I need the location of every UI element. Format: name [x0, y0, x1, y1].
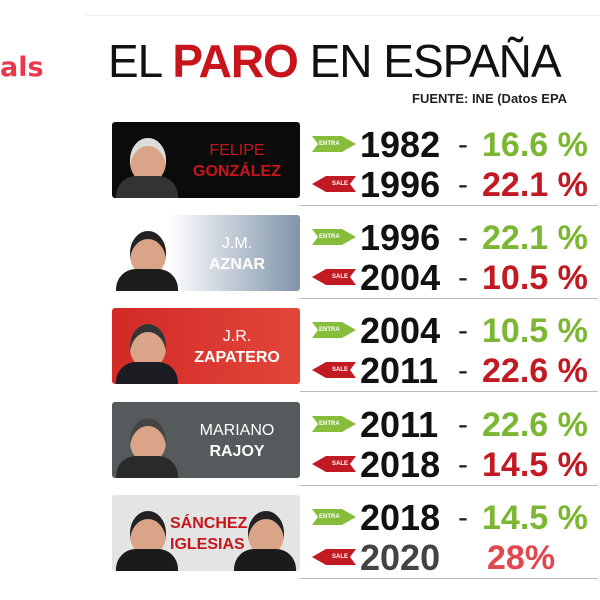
start-year: 2018: [360, 497, 441, 538]
start-rate: 22.1 %: [482, 219, 588, 257]
end-year: 2011: [360, 350, 439, 391]
exit-arrow-icon: SALE: [312, 174, 356, 194]
name-line-1: FELIPE: [209, 142, 265, 159]
end-rate: 14.5 %: [482, 446, 588, 484]
portrait: [116, 132, 178, 198]
president-panel: J.M. AZNAR: [112, 215, 300, 291]
title-highlight: PARO: [172, 35, 298, 87]
president-panel: FELIPE GONZÁLEZ: [112, 122, 300, 198]
enter-arrow-icon: ENTRA: [312, 507, 356, 527]
name-line-1: J.R.: [222, 328, 252, 345]
exit-arrow-icon: SALE: [312, 547, 356, 567]
dash: -: [458, 354, 468, 387]
name-line-2: AZNAR: [209, 256, 265, 273]
end-year: 2018: [360, 444, 441, 485]
row-divider: [300, 578, 598, 579]
exit-arrow-label: SALE: [332, 461, 349, 467]
name-line-1: SÁNCHEZ: [170, 515, 248, 532]
portrait: [116, 412, 178, 478]
start-rate: 16.6 %: [482, 126, 588, 164]
divider: [85, 15, 600, 16]
enter-arrow-label: ENTRA: [319, 514, 340, 520]
end-rate: 28%: [487, 539, 556, 577]
start-year: 2011: [360, 404, 439, 445]
portrait: [116, 225, 178, 291]
start-rate: 14.5 %: [482, 499, 588, 537]
term-row: J.R. ZAPATERO ENTRA SALE 2004 - 10.5 % 2…: [112, 308, 598, 392]
president-panel: MARIANO RAJOY: [112, 402, 300, 478]
row-divider: [300, 485, 598, 486]
dash: -: [458, 448, 468, 481]
end-year: 2020: [360, 537, 441, 578]
enter-arrow-label: ENTRA: [319, 141, 340, 147]
enter-arrow-label: ENTRA: [319, 234, 340, 240]
exit-arrow-label: SALE: [332, 181, 349, 187]
president-name: SÁNCHEZ IGLESIAS: [170, 513, 248, 555]
term-row: J.M. AZNAR ENTRA SALE 1996 - 22.1 % 2004…: [112, 215, 598, 299]
term-row: SÁNCHEZ IGLESIAS ENTRA SALE 2018 - 14.5 …: [112, 495, 598, 579]
title-post: EN ESPAÑA: [309, 35, 562, 87]
president-name: J.R. ZAPATERO: [178, 326, 296, 368]
end-year: 1996: [360, 164, 441, 205]
enter-arrow-icon: ENTRA: [312, 227, 356, 247]
end-rate: 22.1 %: [482, 166, 588, 204]
start-year: 2004: [360, 310, 441, 351]
start-year: 1982: [360, 124, 441, 165]
enter-arrow-icon: ENTRA: [312, 320, 356, 340]
president-name: MARIANO RAJOY: [178, 420, 296, 462]
row-divider: [300, 205, 598, 206]
exit-arrow-label: SALE: [332, 554, 349, 560]
enter-arrow-label: ENTRA: [319, 327, 340, 333]
portrait: [234, 505, 296, 571]
row-divider: [300, 298, 598, 299]
name-line-2: ZAPATERO: [194, 349, 280, 366]
start-year: 1996: [360, 217, 441, 258]
name-line-1: J.M.: [221, 235, 253, 252]
exit-arrow-icon: SALE: [312, 360, 356, 380]
term-row: MARIANO RAJOY ENTRA SALE 2011 - 22.6 % 2…: [112, 402, 598, 486]
exit-arrow-icon: SALE: [312, 454, 356, 474]
dash: -: [458, 128, 468, 161]
term-row: FELIPE GONZÁLEZ ENTRA SALE 1982 - 16.6 %…: [112, 122, 598, 206]
dash: -: [458, 501, 468, 534]
exit-arrow-icon: SALE: [312, 267, 356, 287]
dash: -: [458, 168, 468, 201]
enter-arrow-label: ENTRA: [319, 421, 340, 427]
enter-arrow-icon: ENTRA: [312, 134, 356, 154]
enter-arrow-icon: ENTRA: [312, 414, 356, 434]
name-line-1: MARIANO: [199, 422, 275, 439]
president-panel: SÁNCHEZ IGLESIAS: [112, 495, 300, 571]
title-pre: EL: [108, 35, 162, 87]
start-rate: 22.6 %: [482, 406, 588, 444]
name-line-2: IGLESIAS: [170, 536, 245, 553]
dash: -: [458, 408, 468, 441]
president-panel: J.R. ZAPATERO: [112, 308, 300, 384]
source-note: FUENTE: INE (Datos EPA: [412, 91, 568, 106]
dash: -: [458, 314, 468, 347]
exit-arrow-label: SALE: [332, 274, 349, 280]
start-rate: 10.5 %: [482, 312, 588, 350]
portrait: [116, 318, 178, 384]
exit-arrow-label: SALE: [332, 367, 349, 373]
name-line-2: RAJOY: [209, 443, 265, 460]
row-divider: [300, 391, 598, 392]
portrait: [116, 505, 178, 571]
dash: -: [458, 221, 468, 254]
president-name: J.M. AZNAR: [178, 233, 296, 275]
name-line-2: GONZÁLEZ: [193, 163, 281, 180]
dash: -: [458, 261, 468, 294]
page-title: EL PARO EN ESPAÑA: [108, 34, 562, 88]
president-name: FELIPE GONZÁLEZ: [178, 140, 296, 182]
end-rate: 10.5 %: [482, 259, 588, 297]
end-rate: 22.6 %: [482, 352, 588, 390]
end-year: 2004: [360, 257, 441, 298]
side-text: als: [0, 52, 44, 83]
